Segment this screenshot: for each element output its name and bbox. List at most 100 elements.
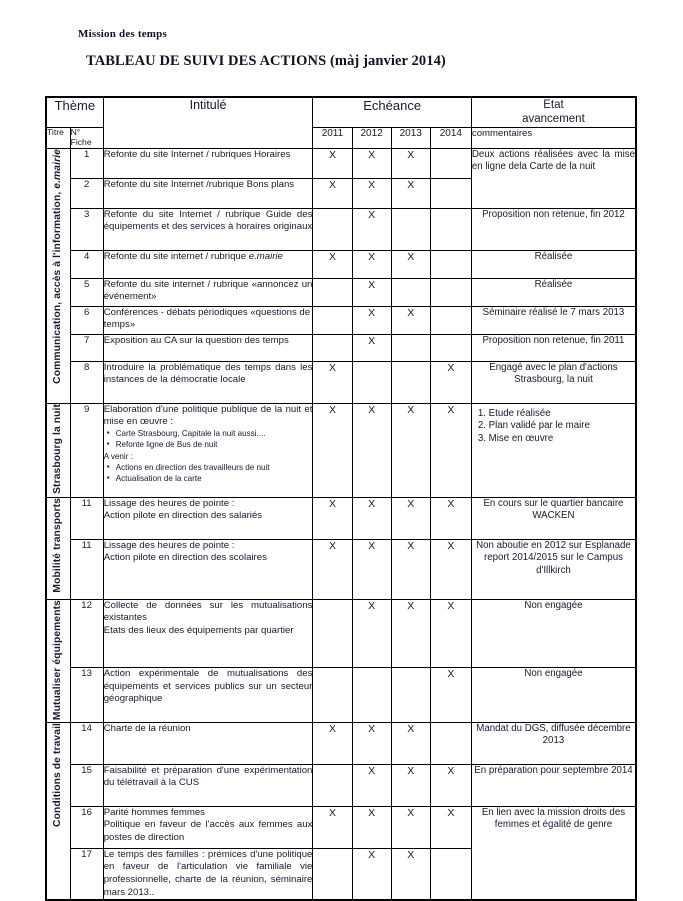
table-row: Communication, accès à l'information, e.… bbox=[45, 147, 637, 404]
row-description-line-1: Lissage des heures de pointe : bbox=[103, 539, 235, 551]
row-number: 7 bbox=[69, 333, 104, 362]
status-cell: Engagé avec le plan d'actions Strasbourg… bbox=[470, 360, 637, 404]
header-year-2014: 2014 bbox=[429, 126, 472, 149]
list-item: Carte Strasbourg, Capitale la nuit aussi… bbox=[104, 428, 313, 440]
year-2011-cell bbox=[312, 277, 353, 307]
year-2014-cell bbox=[429, 333, 472, 362]
year-2011-cell: X bbox=[312, 402, 353, 498]
row-number: 15 bbox=[69, 763, 104, 807]
row-description-line-2: Etats des lieux des équipements par quar… bbox=[103, 624, 294, 636]
row-number: 17 bbox=[69, 847, 104, 901]
year-2012-cell: X bbox=[351, 277, 392, 307]
row-description: Conférences - débats périodiques «questi… bbox=[102, 305, 314, 335]
row-description: Parité hommes femmes Politique en faveur… bbox=[102, 805, 314, 849]
year-2012-cell: X bbox=[351, 538, 392, 600]
year-2014-cell: X bbox=[429, 496, 472, 540]
list-item: Actions en direction des travailleurs de… bbox=[104, 462, 313, 474]
header-year-2013: 2013 bbox=[390, 126, 431, 149]
year-2011-cell: X bbox=[312, 496, 353, 540]
year-2012-cell: X bbox=[351, 249, 392, 279]
table-row: Mobilité transports 11 Lissage des heure… bbox=[45, 496, 637, 600]
row-description: Refonte du site internet / rubrique «ann… bbox=[102, 277, 314, 307]
avenir-label: A venir : bbox=[103, 451, 133, 461]
year-2013-cell: X bbox=[390, 847, 431, 901]
table-row: 6 Conférences - débats périodiques «ques… bbox=[46, 305, 637, 335]
year-2013-cell: X bbox=[390, 763, 431, 807]
row-description: Refonte du site Internet / rubriques Hor… bbox=[102, 147, 314, 179]
header-year-2011: 2011 bbox=[312, 126, 353, 149]
row-description-line-1: Parité hommes femmes bbox=[103, 806, 205, 818]
header-etat-avancement: Etat avancement bbox=[470, 96, 637, 128]
year-2013-cell: X bbox=[390, 177, 431, 209]
theme-label: Strasbourg la nuit bbox=[52, 403, 64, 494]
row-description: Le temps des familles : prémices d'une p… bbox=[102, 847, 314, 901]
year-2014-cell bbox=[429, 305, 472, 335]
row-description: Elaboration d'une politique publique de … bbox=[102, 402, 314, 498]
row-description-line-1: Collecte de données sur les mutualisatio… bbox=[103, 599, 313, 624]
theme-label: Communication, accès à l'information, e.… bbox=[52, 149, 64, 384]
year-2011-cell: X bbox=[312, 538, 353, 600]
mission-label: Mission des temps bbox=[78, 28, 167, 40]
year-2014-cell: X bbox=[429, 538, 472, 600]
year-2011-cell bbox=[312, 333, 353, 362]
theme-cell-conditions-de-travail: Conditions de travail bbox=[45, 721, 71, 901]
row-number: 11 bbox=[69, 538, 104, 600]
year-2013-cell bbox=[390, 360, 431, 404]
year-2011-cell: X bbox=[312, 360, 353, 404]
status-cell: Séminaire réalisé le 7 mars 2013 bbox=[470, 305, 637, 335]
year-2012-cell bbox=[351, 360, 392, 404]
row-description: Refonte du site Internet / rubrique Guid… bbox=[102, 207, 314, 251]
year-2014-cell: X bbox=[429, 402, 472, 498]
year-2012-cell bbox=[351, 667, 392, 723]
year-2013-cell: X bbox=[390, 805, 431, 849]
year-2013-cell: X bbox=[390, 305, 431, 335]
status-cell: Non aboutie en 2012 sur Esplanade report… bbox=[470, 538, 637, 600]
status-line-2: 2. Plan validé par le maire bbox=[477, 420, 590, 432]
year-2012-cell: X bbox=[351, 147, 392, 179]
row-number: 11 bbox=[69, 496, 104, 540]
year-2013-cell bbox=[390, 333, 431, 362]
row-number: 8 bbox=[69, 360, 104, 404]
year-2011-cell: X bbox=[312, 147, 353, 179]
status-line-3: 3. Mise en œuvre bbox=[477, 432, 554, 444]
list-item: Actualisation de la carte bbox=[104, 473, 313, 485]
theme-cell-mobilite-transports: Mobilité transports bbox=[45, 496, 71, 600]
year-2013-cell bbox=[390, 277, 431, 307]
year-2013-cell: X bbox=[390, 721, 431, 765]
table-head: Thème Intitulé Echéance Etat avancement … bbox=[45, 96, 637, 149]
header-n-fiche-line2: Fiche bbox=[70, 136, 92, 147]
header-intitule: Intitulé bbox=[102, 96, 314, 149]
theme-label: Conditions de travail bbox=[52, 722, 64, 827]
row-number: 3 bbox=[69, 207, 104, 251]
theme-label: Mobilité transports bbox=[52, 497, 64, 593]
row-description: Action expérimentale de mutualisations d… bbox=[102, 667, 314, 723]
row-description: Exposition au CA sur la question des tem… bbox=[102, 333, 314, 362]
row-number: 9 bbox=[69, 402, 104, 498]
year-2013-cell: X bbox=[390, 496, 431, 540]
table-row: 5 Refonte du site internet / rubrique «a… bbox=[46, 277, 637, 307]
table-row: 7 Exposition au CA sur la question des t… bbox=[46, 333, 637, 362]
row-description-line-1: Lissage des heures de pointe : bbox=[103, 497, 235, 509]
year-2011-cell bbox=[312, 667, 353, 723]
year-2012-cell: X bbox=[351, 333, 392, 362]
status-cell: En cours sur le quartier bancaire WACKEN bbox=[470, 496, 637, 540]
row-description: Refonte du site Internet /rubrique Bons … bbox=[102, 177, 314, 209]
row-number: 13 bbox=[69, 667, 104, 723]
table-row: Mutualiser équipements 12 Collecte de do… bbox=[45, 598, 637, 723]
year-2014-cell bbox=[429, 177, 472, 209]
year-2012-cell: X bbox=[351, 847, 392, 901]
year-2014-cell bbox=[429, 147, 472, 179]
actions-tracking-table: Thème Intitulé Echéance Etat avancement … bbox=[45, 96, 637, 901]
theme-label-italic: e.mairie bbox=[52, 148, 64, 189]
year-2014-cell bbox=[429, 847, 472, 901]
row-description: Collecte de données sur les mutualisatio… bbox=[102, 598, 314, 669]
header-echeance: Echéance bbox=[312, 96, 472, 128]
status-cell: Réalisée bbox=[470, 249, 637, 279]
bullet-list-upcoming: Actions en direction des travailleurs de… bbox=[104, 462, 313, 485]
status-cell: Mandat du DGS, diffusée décembre 2013 bbox=[470, 721, 637, 765]
row-description-main: Elaboration d'une politique publique de … bbox=[103, 403, 313, 428]
table-row: 17 Le temps des familles : prémices d'un… bbox=[46, 847, 636, 901]
document-header: Mission des temps TABLEAU DE SUIVI DES A… bbox=[0, 0, 683, 70]
row-description: Introduire la problématique des temps da… bbox=[102, 360, 314, 404]
row-number: 16 bbox=[69, 805, 104, 849]
